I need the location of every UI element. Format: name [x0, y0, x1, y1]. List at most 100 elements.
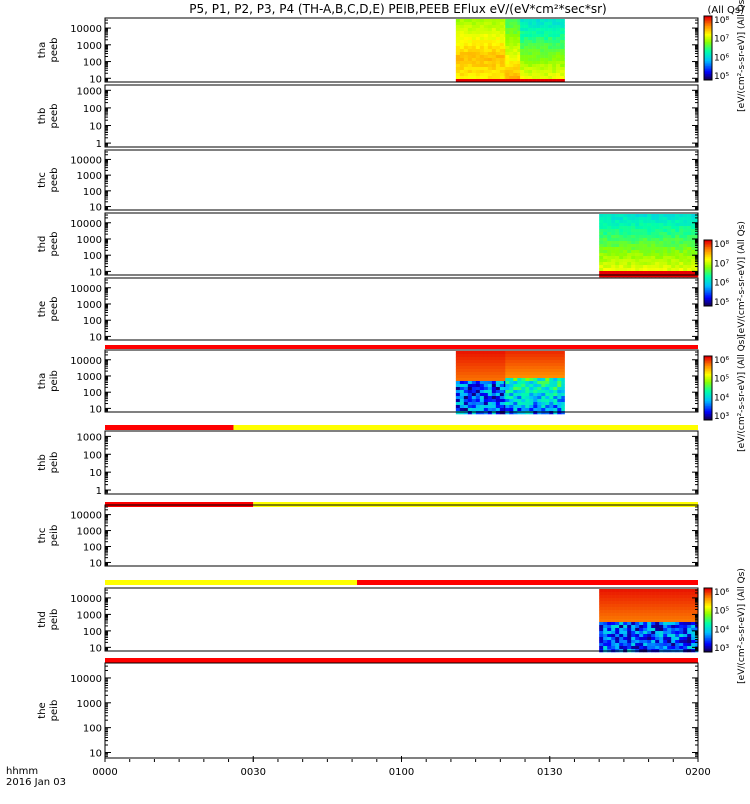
colorbar-frame	[703, 587, 713, 653]
colorbar-tick-label: 10⁷	[714, 35, 729, 45]
colorbar-frame	[703, 239, 713, 307]
panel-probe-label: the	[37, 301, 48, 317]
y-tick-label: 1000	[77, 699, 102, 710]
panel-frame	[104, 277, 699, 341]
colorbar: 10⁵ 10⁶ 10⁷ 10⁸ [eV/(cm²-s-sr-eV)] (All Qs)	[703, 221, 747, 337]
colorbar: 10⁵ 10⁶ 10⁷ 10⁸ [eV/(cm²-s-sr-eV)] (All Qs)	[703, 0, 747, 112]
y-tick-label: 10	[89, 203, 102, 214]
y-tick-label: 1000	[77, 432, 102, 443]
colorbar: 10³ 10⁴ 10⁵ 10⁶ [eV/(cm²-s-sr-eV)] (All Qs)	[703, 336, 747, 452]
panel-thc-peib: 10 100 1000 10000 thc peib	[37, 502, 699, 569]
y-tick-label: 100	[83, 388, 102, 399]
colorbar-tick-label: 10⁴	[714, 625, 729, 635]
panel-tha-peeb: 10 100 1000 10000 tha peeb 10⁵ 10⁶ 10⁷ 10⁸ [eV/(cm…	[37, 0, 747, 112]
status-bar-segment	[105, 658, 698, 663]
y-tick-label: 1000	[77, 527, 102, 538]
x-tick-label: 0030	[241, 767, 266, 778]
y-tick-label: 100	[83, 104, 102, 115]
y-tick-label: 10000	[70, 155, 102, 166]
spectrogram-block	[599, 214, 699, 278]
colorbar-tick-label: 10⁵	[714, 607, 729, 617]
colorbar-unit-label: [eV/(cm²-s-sr-eV)] (All Qs)	[737, 221, 747, 337]
panel-thd-peib: 10 100 1000 10000 thd peib 10³ 10⁴ 10⁵ 10⁶ [eV/(cm…	[37, 568, 747, 684]
colorbar-tick-label: 10⁵	[714, 72, 729, 82]
panel-probe-label: tha	[37, 42, 48, 58]
colorbar-frame	[703, 355, 713, 421]
y-tick-label: 10	[89, 74, 102, 85]
x-tick-label: 0200	[685, 767, 710, 778]
panel-the-peeb: 10 100 1000 10000 the peeb	[37, 277, 699, 343]
panel-instrument-label: peeb	[49, 297, 60, 322]
panel-the-peib: 10 100 1000 10000 the peib	[37, 658, 699, 759]
y-tick-label: 10	[89, 643, 102, 654]
panel-instrument-label: peeb	[49, 168, 60, 193]
colorbar-tick-label: 10⁵	[714, 375, 729, 385]
x-tick-label: 0100	[389, 767, 414, 778]
panel-probe-label: thc	[37, 528, 48, 544]
colorbar-tick-label: 10⁶	[714, 356, 729, 366]
panel-probe-label: thd	[37, 611, 48, 628]
y-tick-label: 10000	[70, 356, 102, 367]
y-tick-label: 100	[83, 543, 102, 554]
panel-frame	[104, 662, 699, 759]
chart-title-suffix: (All Qs)	[708, 5, 745, 16]
x-tick-label: 0130	[537, 767, 562, 778]
colorbar: 10³ 10⁴ 10⁵ 10⁶ [eV/(cm²-s-sr-eV)] (All Qs)	[703, 568, 747, 684]
panel-instrument-label: peib	[49, 609, 60, 631]
colorbar-tick-label: 10⁸	[714, 240, 729, 250]
y-tick-label: 10	[89, 121, 102, 132]
colorbar-tick-label: 10³	[714, 644, 729, 654]
colorbar-tick-label: 10⁶	[714, 279, 729, 289]
y-tick-label: 1000	[77, 372, 102, 383]
panel-frame	[104, 17, 699, 83]
status-bar-segment	[105, 580, 358, 585]
y-tick-label: 10	[89, 558, 102, 569]
colorbar-tick-label: 10⁸	[714, 16, 729, 26]
panel-stack: 10 100 1000 10000 tha peeb 10⁵ 10⁶ 10⁷ 10⁸ [eV/(cm…	[37, 0, 747, 759]
colorbar-tick-label: 10⁵	[714, 298, 729, 308]
y-tick-label: 100	[83, 316, 102, 327]
y-tick-label: 100	[83, 58, 102, 69]
y-tick-label: 1000	[77, 41, 102, 52]
panel-instrument-label: peib	[49, 370, 60, 392]
panel-instrument-label: peib	[49, 700, 60, 722]
spectrogram-block	[455, 351, 506, 415]
y-tick-label: 1000	[77, 235, 102, 246]
colorbar-tick-label: 10⁷	[714, 259, 729, 269]
status-bar-segment	[233, 425, 698, 430]
y-tick-label: 10000	[70, 219, 102, 230]
panel-instrument-label: peeb	[49, 104, 60, 129]
panel-thb-peib: 1 10 100 1000 thb peib	[37, 425, 699, 497]
panel-instrument-label: peeb	[49, 232, 60, 257]
panel-probe-label: the	[37, 702, 48, 718]
time-axis: 0000 0030 0100 0130 0200	[92, 756, 711, 778]
panel-frame	[104, 84, 699, 148]
y-tick-label: 100	[83, 187, 102, 198]
spectrogram-block	[505, 351, 565, 415]
status-bar-segment	[105, 425, 234, 430]
panel-probe-label: thd	[37, 236, 48, 253]
y-tick-label: 1000	[77, 86, 102, 97]
panel-probe-label: thb	[37, 454, 48, 471]
panel-instrument-label: peib	[49, 452, 60, 474]
y-tick-label: 1	[96, 486, 102, 497]
panel-probe-label: thb	[37, 108, 48, 125]
colorbar-tick-label: 10⁶	[714, 53, 729, 63]
panel-probe-label: tha	[37, 373, 48, 389]
colorbar-unit-label: [eV/(cm²-s-sr-eV)] (All Qs)	[737, 0, 747, 112]
panel-frame	[104, 149, 699, 211]
xaxis-date-label: 2016 Jan 03	[6, 777, 66, 788]
y-tick-label: 1000	[77, 171, 102, 182]
y-tick-label: 10000	[70, 24, 102, 35]
colorbar-unit-label: [eV/(cm²-s-sr-eV)] (All Qs)	[737, 336, 747, 452]
spectrogram-block	[455, 19, 506, 83]
colorbar-tick-label: 10³	[714, 412, 729, 422]
y-tick-label: 10	[89, 468, 102, 479]
spectrogram-block	[520, 19, 565, 83]
panel-thb-peeb: 1 10 100 1000 thb peeb	[37, 84, 699, 150]
y-tick-label: 10000	[70, 284, 102, 295]
y-tick-label: 100	[83, 627, 102, 638]
chart-title: P5, P1, P2, P3, P4 (TH-A,B,C,D,E) PEIB,P…	[189, 2, 606, 16]
